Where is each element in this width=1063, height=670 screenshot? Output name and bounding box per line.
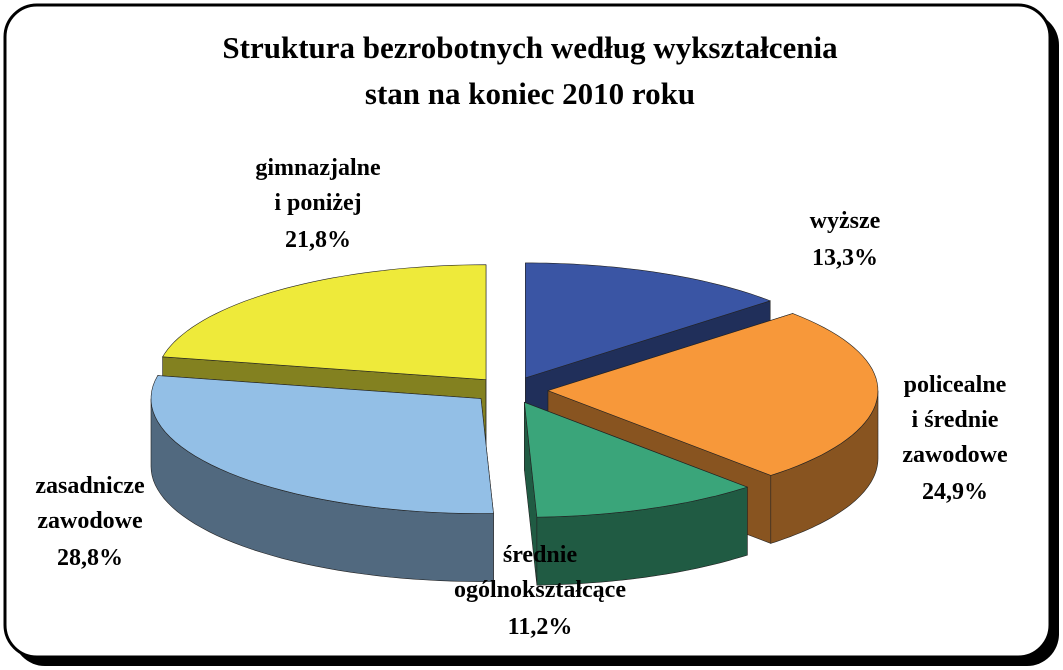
chart-title: Struktura bezrobotnych według wykształce… bbox=[222, 30, 838, 65]
value-label: 24,9% bbox=[922, 479, 988, 505]
slice bbox=[525, 262, 772, 379]
slice bbox=[162, 264, 487, 381]
label-line: zawodowe bbox=[37, 508, 143, 534]
value-label: 28,8% bbox=[57, 545, 123, 571]
label-line: zawodowe bbox=[902, 442, 1008, 468]
label-line: średnie bbox=[503, 542, 578, 568]
slice-label: zasadnicze zawodowe bbox=[35, 473, 145, 534]
slice bbox=[150, 375, 494, 514]
label-line: policealne bbox=[904, 372, 1007, 398]
label-line: zasadnicze bbox=[35, 473, 145, 499]
slice-label: policealne i średnie zawodowe bbox=[902, 372, 1008, 468]
slice-label: średnie ogólnokształcące bbox=[454, 542, 626, 603]
label-line: gimnazjalne bbox=[255, 155, 381, 181]
chart-subtitle: stan na koniec 2010 roku bbox=[365, 76, 695, 111]
label-line: ogólnokształcące bbox=[454, 577, 626, 603]
label-line: wyższe bbox=[810, 208, 881, 234]
slice bbox=[547, 313, 879, 476]
label-line: i poniżej bbox=[274, 190, 361, 216]
slice bbox=[524, 401, 749, 518]
slice-label: wyższe bbox=[810, 208, 881, 234]
value-label: 21,8% bbox=[285, 227, 351, 253]
label-line: i średnie bbox=[912, 407, 999, 433]
value-label: 13,3% bbox=[812, 245, 878, 271]
slice-label: gimnazjalne i poniżej bbox=[255, 155, 381, 216]
value-label: 11,2% bbox=[508, 614, 573, 640]
